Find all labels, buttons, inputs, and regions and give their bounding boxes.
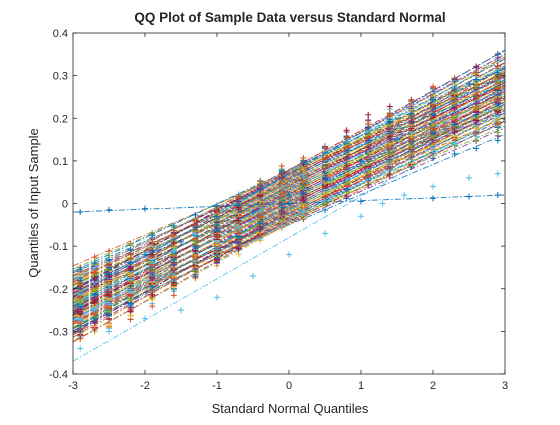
x-tick-label: -1 [212,380,222,392]
x-tick-label: 2 [430,380,436,392]
y-tick-label: 0.2 [53,113,68,125]
data-point [322,207,328,214]
data-point [127,307,134,314]
x-tick-label: -3 [68,380,78,392]
data-point [386,150,393,157]
chart-title: QQ Plot of Sample Data versus Standard N… [134,10,445,25]
x-axis-label: Standard Normal Quantiles [212,401,369,416]
reference-line [73,94,505,332]
y-tick-label: -0.2 [49,284,68,296]
series-group [73,49,505,362]
y-tick-label: 0.3 [53,71,68,83]
data-point [235,229,242,236]
y-axis-label: Quantiles of Input Sample [26,128,41,278]
reference-line [73,98,505,343]
reference-line [73,116,505,309]
y-tick-label: -0.4 [49,369,68,381]
reference-line [73,86,505,328]
data-point [127,300,134,307]
data-point [408,144,415,151]
reference-line [73,112,505,319]
data-point [473,145,480,152]
y-tick-label: 0.1 [53,156,68,168]
data-point [494,121,501,128]
reference-line [73,93,505,338]
reference-line [73,77,505,324]
series-layer [73,49,505,362]
y-tick-label: 0.4 [53,28,68,40]
reference-line [73,127,505,319]
x-tick-label: -2 [140,380,150,392]
y-tick-label: 0 [62,199,68,211]
x-tick-label: 3 [502,380,508,392]
data-point [149,292,156,299]
data-point [451,150,458,157]
reference-line [73,120,505,323]
data-point [170,292,177,299]
y-tick-label: -0.1 [49,241,68,253]
data-point [149,303,156,310]
x-tick-label: 0 [286,380,292,392]
data-point [106,312,112,319]
data-point [494,129,501,136]
x-tick-label: 1 [358,380,364,392]
y-tick-label: -0.3 [49,326,68,338]
